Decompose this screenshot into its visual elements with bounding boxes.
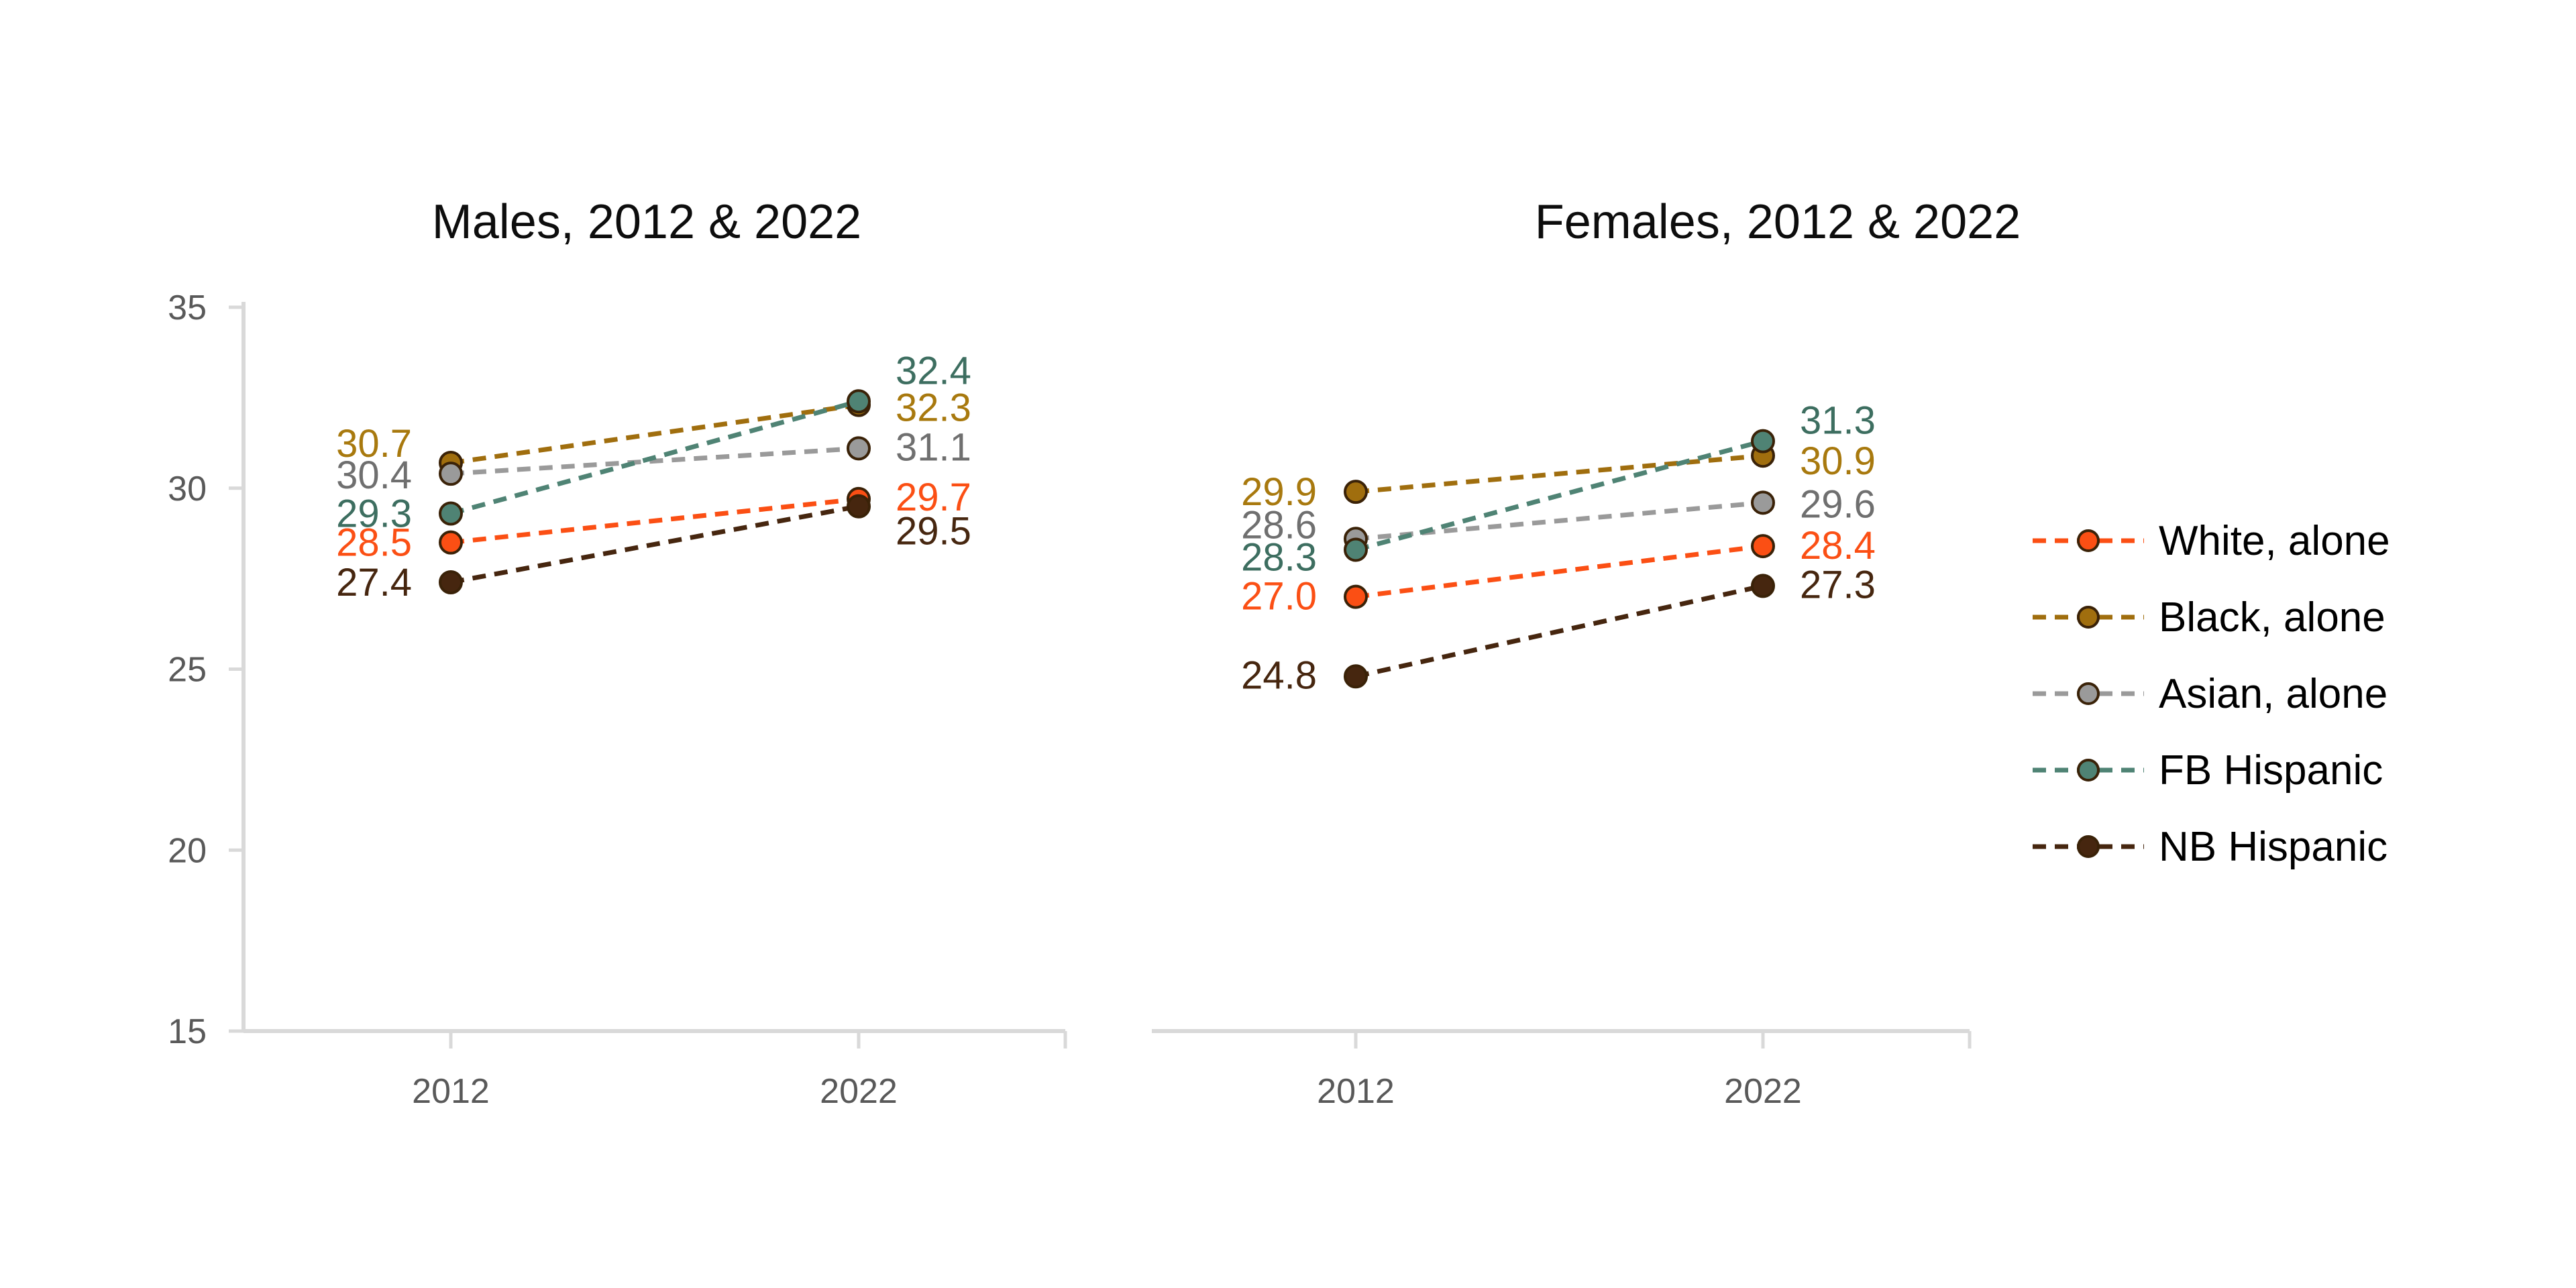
series-line xyxy=(1355,583,1764,679)
data-label: 28.5 xyxy=(336,521,412,565)
data-label: 27.4 xyxy=(336,561,412,604)
series-line xyxy=(1355,543,1764,600)
data-label: 28.6 xyxy=(1241,503,1317,547)
data-label: 32.3 xyxy=(896,386,971,430)
data-label: 28.3 xyxy=(1241,535,1317,579)
series-marker xyxy=(1751,534,1775,559)
series-line xyxy=(1355,453,1764,494)
series-line xyxy=(450,504,859,585)
series-line xyxy=(450,496,859,545)
series-line xyxy=(450,398,859,516)
series-marker xyxy=(1751,429,1775,453)
data-label: 31.3 xyxy=(1800,399,1876,443)
y-axis-tick-label: 25 xyxy=(168,651,207,690)
data-label: 29.3 xyxy=(336,492,412,536)
series-marker xyxy=(847,436,871,461)
series-marker xyxy=(439,501,463,526)
series-marker xyxy=(1751,490,1775,515)
x-axis-category-label: 2022 xyxy=(1724,1072,1802,1111)
series-line xyxy=(1355,439,1764,552)
data-label: 29.6 xyxy=(1800,482,1876,526)
series-marker xyxy=(847,389,871,414)
series-marker xyxy=(1344,480,1368,504)
series-marker xyxy=(1344,664,1368,689)
y-axis-tick-label: 15 xyxy=(168,1012,207,1051)
data-label: 31.1 xyxy=(896,425,971,469)
data-label: 30.4 xyxy=(336,453,412,497)
data-label: 32.4 xyxy=(896,349,971,392)
data-label: 29.9 xyxy=(1241,470,1317,514)
series-marker xyxy=(1344,537,1368,562)
legend-item-fb-hispanic: FB Hispanic xyxy=(2031,732,2390,808)
x-axis-category-label: 2012 xyxy=(412,1072,490,1111)
y-axis-tick-label: 20 xyxy=(168,831,207,870)
x-axis-category-label: 2022 xyxy=(820,1072,898,1111)
legend-label: White, alone xyxy=(2159,517,2390,564)
series-marker xyxy=(1344,584,1368,609)
legend-item-asian-alone: Asian, alone xyxy=(2031,655,2390,732)
data-label: 30.9 xyxy=(1800,439,1876,483)
series-marker xyxy=(1751,574,1775,598)
y-axis-tick-label: 30 xyxy=(168,470,207,508)
legend-item-black-alone: Black, alone xyxy=(2031,579,2390,655)
legend-label: Black, alone xyxy=(2159,594,2385,641)
series-line xyxy=(450,445,859,476)
data-label: 24.8 xyxy=(1241,653,1317,697)
y-axis-tick-label: 35 xyxy=(168,288,207,327)
legend-label: Asian, alone xyxy=(2159,670,2388,717)
dashed-line-marker-icon xyxy=(2033,606,2144,629)
legend-label: FB Hispanic xyxy=(2159,747,2383,794)
x-axis-category-label: 2012 xyxy=(1317,1072,1395,1111)
series-marker xyxy=(439,462,463,486)
data-label: 29.7 xyxy=(896,476,971,519)
legend: White, alone Black, alone Asian, alone F… xyxy=(2031,502,2390,885)
series-marker xyxy=(439,570,463,595)
data-label: 27.3 xyxy=(1800,563,1876,606)
data-label: 29.5 xyxy=(896,510,971,553)
series-line xyxy=(450,402,859,466)
data-label: 30.7 xyxy=(336,422,412,466)
data-label: 27.0 xyxy=(1241,575,1317,619)
chart-title-males: Males, 2012 & 2022 xyxy=(431,195,862,249)
dashed-line-marker-icon xyxy=(2033,759,2144,782)
series-line xyxy=(1355,500,1764,541)
legend-label: NB Hispanic xyxy=(2159,823,2388,870)
legend-item-white-alone: White, alone xyxy=(2031,502,2390,579)
legend-item-nb-hispanic: NB Hispanic xyxy=(2031,808,2390,885)
data-label: 28.4 xyxy=(1800,524,1876,568)
chart-title-females: Females, 2012 & 2022 xyxy=(1534,195,2021,249)
dashed-line-marker-icon xyxy=(2033,835,2144,858)
dashed-line-marker-icon xyxy=(2033,529,2144,552)
dashed-line-marker-icon xyxy=(2033,682,2144,705)
series-marker xyxy=(439,530,463,555)
series-marker xyxy=(847,494,871,519)
